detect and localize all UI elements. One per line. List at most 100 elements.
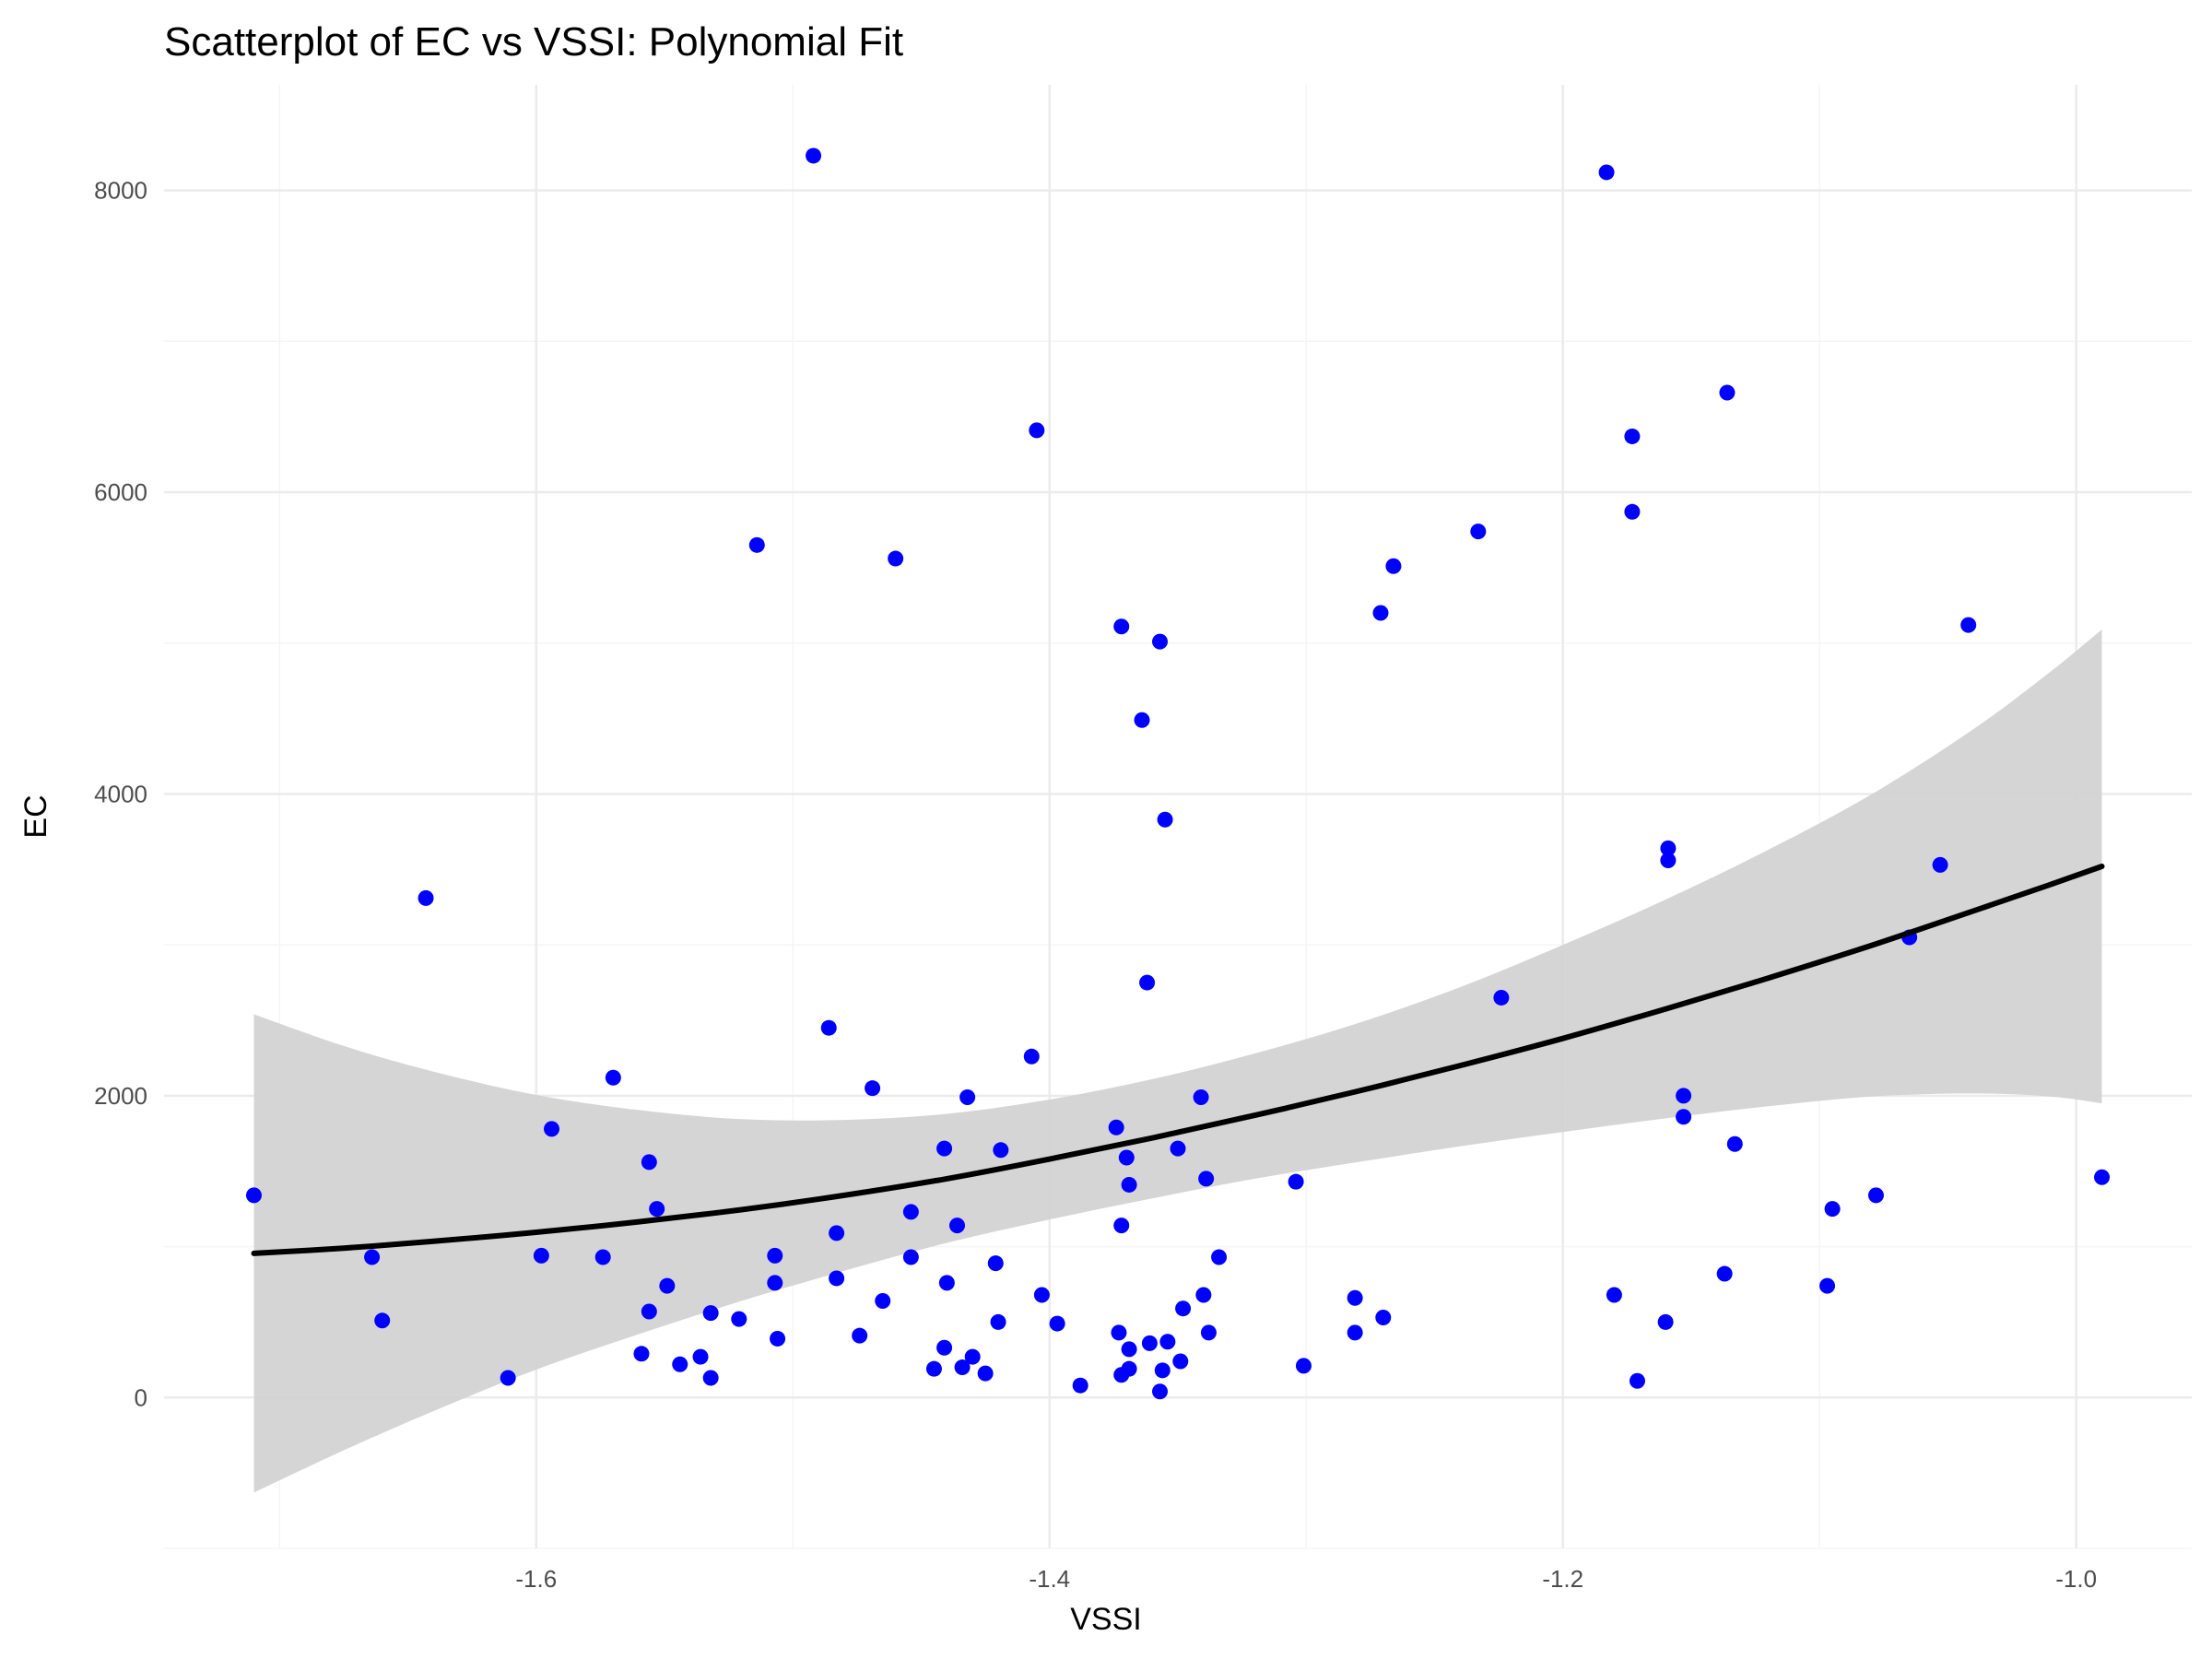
data-point [364,1249,381,1265]
data-point [702,1370,719,1386]
data-point [1470,524,1487,540]
fit-line [251,864,2105,1256]
data-point [1154,1362,1171,1379]
data-point [1676,1088,1692,1104]
data-point [767,1275,783,1291]
data-point [2094,1169,2111,1185]
data-point [641,1154,657,1171]
data-point [993,1142,1009,1159]
data-point [875,1293,891,1310]
y-axis-title: EC [18,794,53,838]
data-point [1175,1300,1192,1317]
data-point [641,1303,657,1320]
data-point [1624,428,1641,444]
data-point [1108,1119,1124,1135]
x-axis-title: VSSI [1070,1602,1141,1637]
y-tick-label: 8000 [94,177,147,205]
data-point [1716,1265,1733,1282]
data-point [1029,422,1045,439]
data-point [1657,1313,1674,1330]
data-point [1172,1353,1189,1370]
data-point [820,1019,837,1036]
data-point [1676,1109,1692,1125]
data-point [544,1121,560,1137]
data-point [1033,1287,1050,1303]
data-point [1347,1324,1363,1341]
x-tick-label: -1.2 [1542,1565,1583,1593]
data-point [1660,852,1677,868]
data-point [1157,811,1173,828]
data-point [1159,1334,1176,1350]
data-point [1824,1201,1841,1218]
data-point [1113,1218,1130,1234]
x-tick-label: -1.6 [515,1565,557,1593]
data-point [1660,840,1677,856]
chart-title: Scatterplot of EC vs VSSI: Polynomial Fi… [164,19,903,65]
data-point [1726,1135,1743,1152]
data-point [767,1247,783,1264]
data-point [1819,1277,1836,1294]
data-point [959,1089,976,1106]
data-point [692,1348,709,1365]
data-point [1211,1249,1228,1265]
data-point [1113,618,1130,635]
data-point [1141,1335,1158,1351]
data-point [1152,1383,1169,1400]
data-point [1372,605,1389,621]
data-point [902,1204,919,1220]
data-point [990,1313,1006,1330]
data-points [245,147,2111,1400]
data-point [1198,1171,1215,1187]
data-point [659,1277,676,1294]
data-point [731,1311,747,1327]
data-point [949,1218,966,1234]
data-point [245,1187,262,1204]
data-point [605,1069,621,1086]
data-point [888,550,904,567]
data-point [633,1346,650,1362]
data-point [748,536,765,553]
y-tick-label: 4000 [94,780,147,807]
data-point [977,1365,994,1382]
data-point [1295,1358,1312,1374]
data-point [649,1201,665,1218]
data-point [1193,1089,1209,1106]
y-tick-label: 6000 [94,478,147,506]
data-point [1111,1324,1127,1341]
data-point [1121,1341,1137,1358]
data-point [1200,1324,1217,1341]
y-tick-label: 2000 [94,1082,147,1110]
data-point [1867,1187,1884,1204]
data-point [1023,1048,1040,1065]
data-point [770,1330,786,1347]
data-point [533,1247,549,1264]
data-point [829,1225,845,1241]
confidence-band [253,629,2102,1493]
data-point [672,1356,688,1372]
data-point [1121,1176,1137,1193]
data-point [829,1270,845,1287]
data-point [964,1348,981,1365]
data-point [1375,1310,1392,1326]
data-point [1288,1173,1304,1190]
data-point [1152,633,1169,650]
data-point [936,1339,953,1356]
x-tick-label: -1.4 [1029,1565,1070,1593]
data-point [1598,164,1615,181]
data-point [1072,1377,1088,1394]
data-point [1195,1287,1212,1303]
data-point [594,1249,611,1265]
data-point [1049,1315,1065,1332]
data-point [936,1140,953,1157]
data-point [1960,617,1977,633]
data-point [418,889,434,906]
data-point [925,1360,942,1377]
data-point [1719,384,1735,401]
data-point [1134,712,1150,728]
data-point [1629,1372,1645,1389]
data-point [852,1327,868,1344]
data-point [1493,989,1510,1006]
y-axis-ticks: 0 2000 4000 6000 8000 [94,177,147,1412]
data-point [500,1370,516,1386]
